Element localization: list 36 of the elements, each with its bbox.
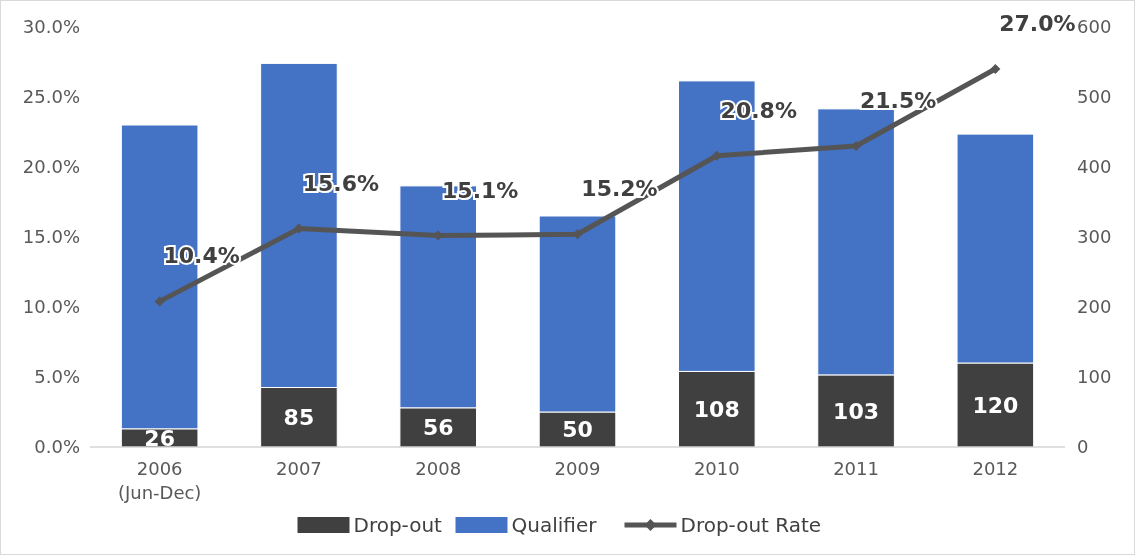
data-label: 21.5%: [859, 88, 937, 113]
y2-tick-label: 400: [1077, 156, 1112, 178]
data-label: 50: [562, 417, 593, 443]
x-tick-label: 2009: [554, 458, 601, 479]
point: [990, 64, 1001, 74]
y2-tick-label: 300: [1077, 226, 1112, 248]
legend-label: Drop-out Rate: [680, 513, 822, 537]
data-label: 56: [422, 415, 454, 441]
point: [154, 296, 165, 307]
y2-tick-label: 100: [1077, 366, 1112, 388]
y-tick-label: 25.0%: [22, 86, 80, 108]
data-label: 85: [283, 404, 315, 430]
data-label: 103: [833, 398, 880, 424]
x-tick-label: 2006 (Jun-Dec): [117, 458, 202, 503]
y-tick-label: 15.0%: [22, 226, 80, 248]
x-tick-label: 2008: [415, 458, 462, 479]
y-tick-label: 5.0%: [34, 366, 80, 388]
x-tick-label: 2011: [833, 458, 879, 479]
data-label: 108: [693, 396, 740, 422]
y2-tick-label: 200: [1077, 296, 1112, 318]
x-tick-label: 2007: [276, 458, 322, 479]
y2-tick-label: 600: [1077, 16, 1112, 38]
y-tick-label: 0.0%: [34, 436, 80, 458]
x-tick-label: 2012: [972, 458, 1019, 479]
data-label: 15.2%: [581, 176, 658, 202]
legend-label: Qualifier: [511, 513, 598, 537]
x-tick-label: 2010: [693, 458, 740, 479]
y-tick-label: 20.0%: [22, 156, 80, 178]
y2-tick-label: 500: [1077, 86, 1112, 108]
data-label: 120: [972, 392, 1019, 418]
y-tick-label: 30.0%: [22, 16, 80, 38]
data-label: 27.0%: [999, 11, 1076, 36]
legend-label: Drop-out: [353, 513, 443, 537]
y-tick-label: 10.0%: [22, 296, 80, 318]
y2-tick-label: 0: [1077, 436, 1089, 458]
data-label: 26: [144, 425, 175, 451]
